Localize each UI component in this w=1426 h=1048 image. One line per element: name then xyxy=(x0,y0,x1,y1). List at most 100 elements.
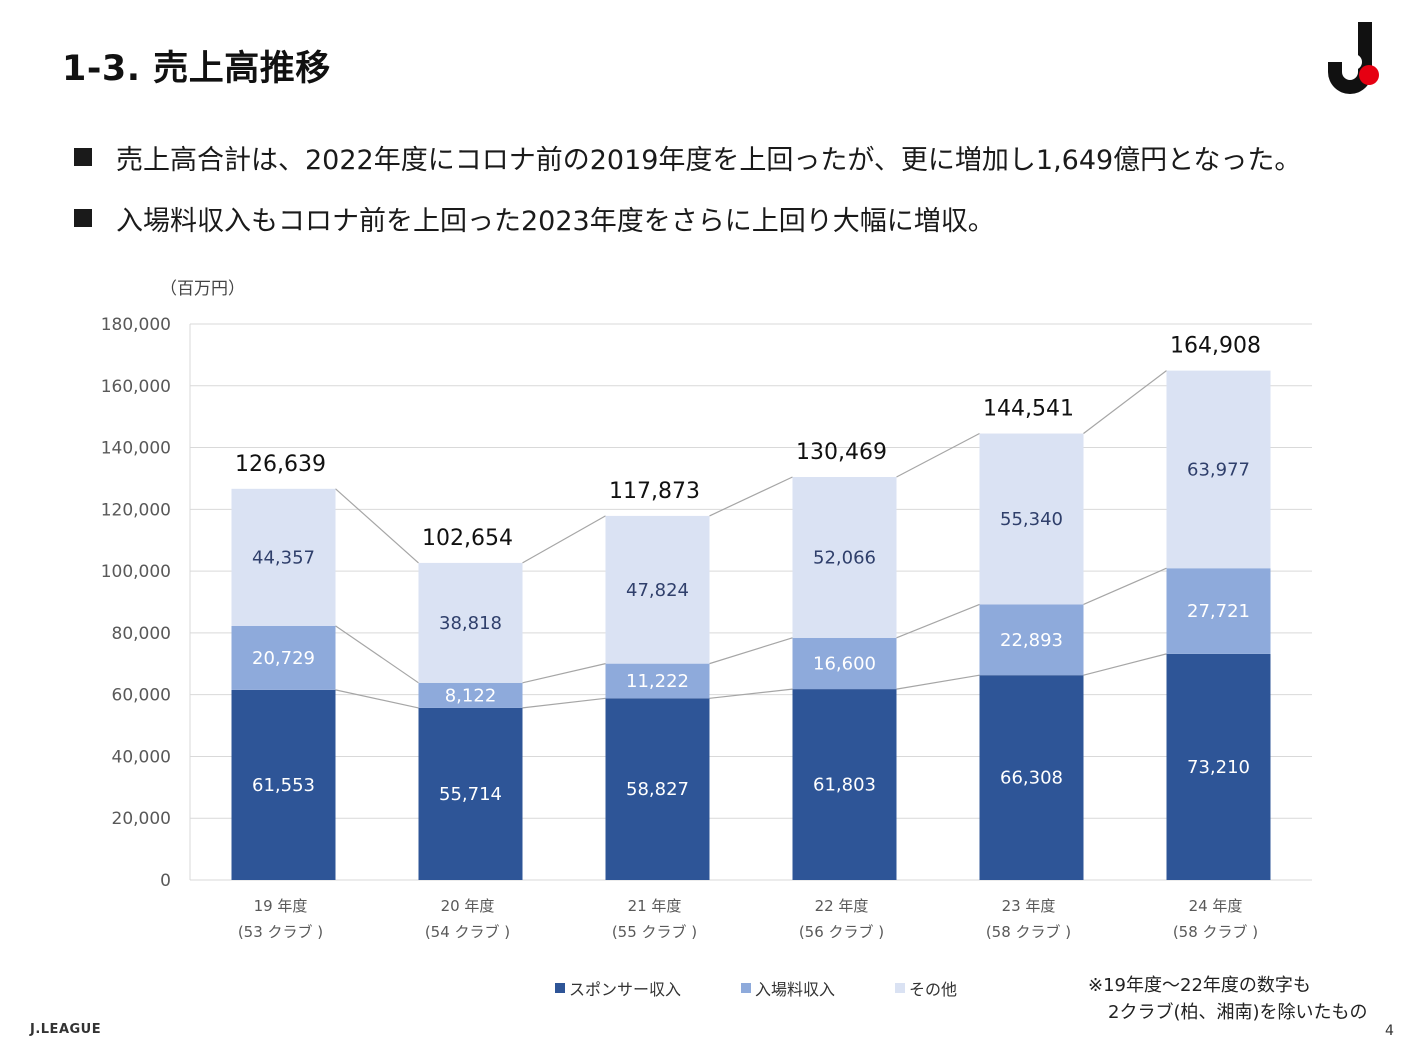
x-tick-sublabel: (54 クラブ ) xyxy=(425,923,510,941)
data-label: 63,977 xyxy=(1187,459,1250,480)
bullet-item: 売上高合計は、2022年度にコロナ前の2019年度を上回ったが、更に増加し1,6… xyxy=(74,137,1386,177)
footer-logo: J.LEAGUE xyxy=(30,1022,102,1037)
bar-segment xyxy=(605,663,710,699)
legend-item: その他 xyxy=(895,976,957,1000)
data-label: 52,066 xyxy=(813,547,876,568)
data-label: 73,210 xyxy=(1187,757,1250,778)
data-label: 11,222 xyxy=(626,671,689,692)
jleague-logo-icon xyxy=(1328,22,1379,94)
data-label: 38,818 xyxy=(439,613,502,634)
data-label: 27,721 xyxy=(1187,601,1250,622)
y-tick-label: 160,000 xyxy=(101,377,171,397)
connector-line xyxy=(896,603,980,639)
y-axis-unit-label: （百万円） xyxy=(160,279,245,299)
total-label: 102,654 xyxy=(422,526,513,551)
bullet-marker-icon xyxy=(74,148,92,166)
connector-line xyxy=(522,697,606,709)
bar-segment xyxy=(418,707,523,880)
connector-line xyxy=(335,625,419,684)
bars xyxy=(231,370,1271,880)
x-tick-sublabel: (58 クラブ ) xyxy=(1173,923,1258,941)
bullet-list: 売上高合計は、2022年度にコロナ前の2019年度を上回ったが、更に増加し1,6… xyxy=(74,137,1386,259)
bullet-item: 入場料収入もコロナ前を上回った2023年度をさらに上回り大幅に増収。 xyxy=(74,198,1386,238)
bar-segment xyxy=(1166,653,1271,880)
data-label: 55,340 xyxy=(1000,509,1063,530)
footnote: ※19年度～22年度の数字も 2クラブ(柏、湘南)を除いたもの xyxy=(1088,972,1368,1026)
bar-segment xyxy=(231,625,336,690)
gridlines xyxy=(189,323,1312,881)
connector-line xyxy=(709,688,793,699)
bar-segment xyxy=(979,604,1084,676)
bar-segment xyxy=(1166,568,1271,654)
bar-segment xyxy=(979,433,1084,605)
y-tick-label: 120,000 xyxy=(101,500,171,520)
data-label: 47,824 xyxy=(626,580,689,601)
y-tick-label: 100,000 xyxy=(101,562,171,582)
bar-segment xyxy=(231,689,336,880)
legend-swatch-other xyxy=(895,983,906,993)
chart-legend: スポンサー収入 入場料収入 その他 xyxy=(555,976,957,1000)
x-tick-label: 20 年度 xyxy=(441,897,495,915)
bullet-text: 入場料収入もコロナ前を上回った2023年度をさらに上回り大幅に増収。 xyxy=(116,205,995,237)
x-tick-label: 21 年度 xyxy=(628,897,682,915)
data-label: 61,553 xyxy=(252,775,315,796)
total-label: 144,541 xyxy=(983,397,1074,422)
connector-line xyxy=(1083,567,1167,606)
data-label: 8,122 xyxy=(445,685,497,706)
data-label: 61,803 xyxy=(813,775,876,796)
bar-segment xyxy=(792,476,897,638)
bar-segment xyxy=(418,682,523,708)
y-tick-label: 180,000 xyxy=(101,315,171,335)
y-tick-label: 40,000 xyxy=(112,747,171,767)
data-label: 44,357 xyxy=(252,547,315,568)
x-tick-sublabel: (58 クラブ ) xyxy=(986,923,1071,941)
connector-line xyxy=(896,432,980,478)
connector-line xyxy=(1083,653,1167,676)
y-tick-label: 140,000 xyxy=(101,439,171,459)
bullet-text: 売上高合計は、2022年度にコロナ前の2019年度を上回ったが、更に増加し1,6… xyxy=(116,144,1302,176)
connector-line xyxy=(1083,370,1167,435)
y-tick-label: 60,000 xyxy=(112,686,171,706)
total-label: 126,639 xyxy=(235,452,326,477)
legend-swatch-admission xyxy=(741,983,752,993)
y-tick-label: 20,000 xyxy=(112,809,171,829)
data-label: 55,714 xyxy=(439,784,502,805)
page-number: 4 xyxy=(1385,1023,1394,1039)
connector-lines xyxy=(335,370,1167,709)
connector-line xyxy=(709,637,793,665)
x-tick-label: 24 年度 xyxy=(1189,897,1243,915)
bar-segment xyxy=(605,698,710,880)
y-tick-label: 0 xyxy=(160,871,171,891)
bar-segment xyxy=(792,637,897,690)
x-tick-label: 23 年度 xyxy=(1002,897,1056,915)
bar-segment xyxy=(418,562,523,683)
legend-label: 入場料収入 xyxy=(755,980,836,999)
page-title: 1-3. 売上高推移 xyxy=(62,49,331,89)
data-label: 22,893 xyxy=(1000,630,1063,651)
legend-label: その他 xyxy=(909,980,958,999)
data-label: 20,729 xyxy=(252,648,315,669)
labels: 0 20,000 40,000 60,000 80,000 100,000 120,000 1… xyxy=(101,315,1261,941)
x-tick-sublabel: (55 クラブ ) xyxy=(612,923,697,941)
data-label: 58,827 xyxy=(626,779,689,800)
bullet-marker-icon xyxy=(74,209,92,227)
bar-segment xyxy=(1166,370,1271,569)
data-label: 16,600 xyxy=(813,653,876,674)
total-label: 130,469 xyxy=(796,440,887,465)
total-label: 164,908 xyxy=(1170,334,1261,359)
footnote-line: 2クラブ(柏、湘南)を除いたもの xyxy=(1108,1002,1368,1023)
data-label: 66,308 xyxy=(1000,768,1063,789)
bar-segment xyxy=(792,689,897,880)
x-tick-sublabel: (56 クラブ ) xyxy=(799,923,884,941)
connector-line xyxy=(896,674,980,690)
total-label: 117,873 xyxy=(609,479,700,504)
connector-line xyxy=(335,689,419,709)
x-tick-label: 22 年度 xyxy=(815,897,869,915)
footnote-line: ※19年度～22年度の数字も xyxy=(1088,975,1311,996)
legend-label: スポンサー収入 xyxy=(569,980,682,999)
legend-item: スポンサー収入 xyxy=(555,976,681,1000)
bar-segment xyxy=(605,515,710,664)
bar-segment xyxy=(231,488,336,626)
connector-line xyxy=(709,476,793,517)
